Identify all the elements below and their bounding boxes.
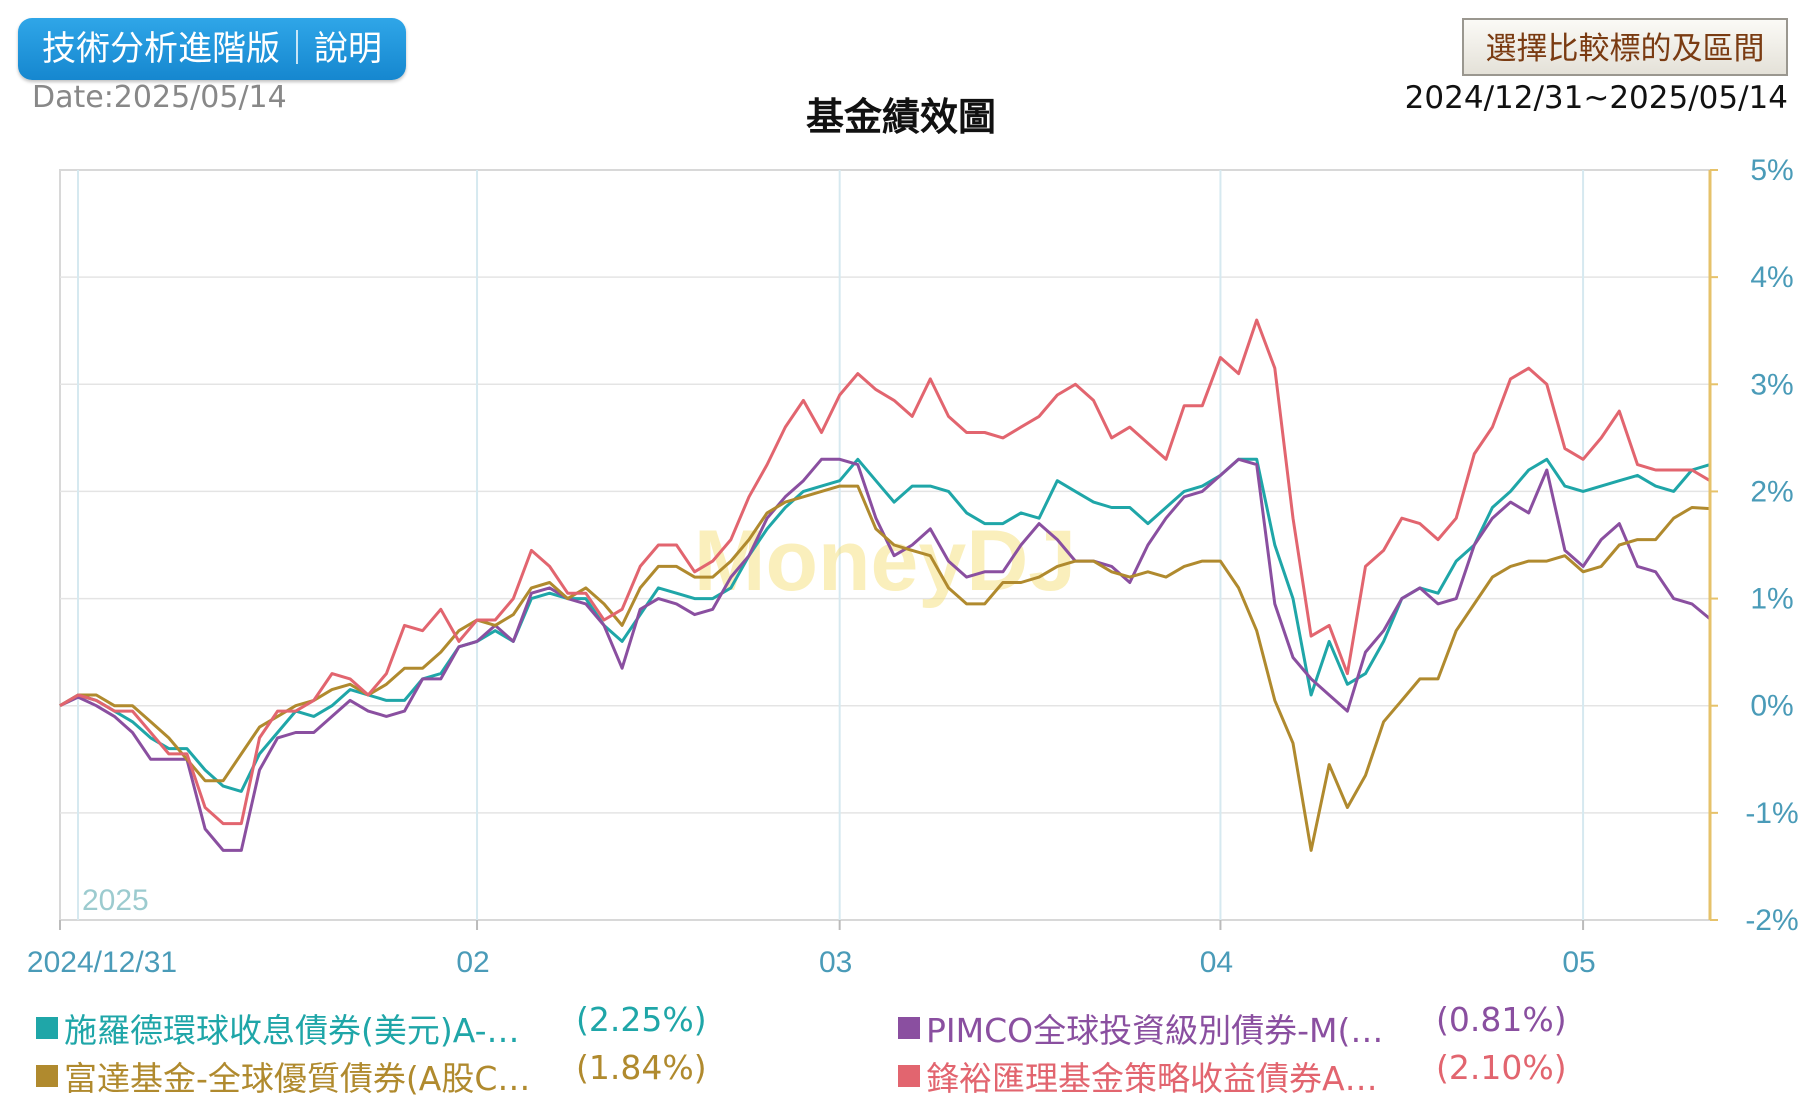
legend-value: (1.84%) xyxy=(576,1048,707,1087)
legend-value: (2.25%) xyxy=(576,1000,707,1039)
legend-item-series-3[interactable]: 富達基金-全球優質債券(A股C… xyxy=(36,1052,530,1100)
series-line-4 xyxy=(59,318,1711,826)
x-tick-label: 03 xyxy=(819,946,852,979)
legend-value: (0.81%) xyxy=(1436,1000,1567,1039)
y-tick-label: 5% xyxy=(1750,154,1793,187)
x-tick-label: 02 xyxy=(456,946,489,979)
y-tick-label: 2% xyxy=(1750,475,1793,508)
legend-label: PIMCO全球投資級別債券-M(… xyxy=(926,1011,1384,1050)
y-tick-label: -2% xyxy=(1745,904,1798,937)
chart-title: 基金績效圖 xyxy=(805,95,996,139)
legend-label: 鋒裕匯理基金策略收益債券A… xyxy=(926,1059,1378,1098)
y-tick-label: 3% xyxy=(1750,368,1793,401)
x-tick-label: 05 xyxy=(1562,946,1595,979)
x-tick-label: 04 xyxy=(1200,946,1233,979)
legend-item-series-2[interactable]: PIMCO全球投資級別債券-M(… xyxy=(898,1004,1383,1052)
y-tick-label: -1% xyxy=(1745,797,1798,830)
x-tick-label: 2024/12/31 xyxy=(27,946,177,979)
legend-swatch-icon xyxy=(898,1017,920,1039)
y-tick-label: 4% xyxy=(1750,261,1793,294)
performance-chart: MoneyDJ 5% 4% 3% 2% 1% 0% -1% -2% 2024/12/31 02 03 0… xyxy=(27,154,1799,979)
date-range-label: 2024/12/31~2025/05/14 xyxy=(1404,80,1788,116)
compare-select-button[interactable]: 選擇比較標的及區間 xyxy=(1462,18,1788,76)
series-line-1 xyxy=(59,457,1711,793)
legend-value: (2.10%) xyxy=(1436,1048,1567,1087)
y-tick-label: 1% xyxy=(1750,583,1793,616)
series-line-3 xyxy=(59,484,1711,852)
legend-item-series-1[interactable]: 施羅德環球收息債券(美元)A-… xyxy=(36,1004,520,1052)
legend-swatch-icon xyxy=(36,1017,58,1039)
year-label: 2025 xyxy=(82,884,149,917)
legend-label: 施羅德環球收息債券(美元)A-… xyxy=(64,1011,520,1050)
y-tick-label: 0% xyxy=(1750,690,1793,723)
legend-swatch-icon xyxy=(898,1065,920,1087)
date-label: Date:2025/05/14 xyxy=(32,80,287,115)
legend-label: 富達基金-全球優質債券(A股C… xyxy=(64,1059,531,1098)
legend-swatch-icon xyxy=(36,1065,58,1087)
watermark: MoneyDJ xyxy=(694,513,1076,609)
tech-analysis-button[interactable]: 技術分析進階版｜說明 xyxy=(18,18,406,80)
legend-item-series-4[interactable]: 鋒裕匯理基金策略收益債券A… xyxy=(898,1052,1378,1100)
